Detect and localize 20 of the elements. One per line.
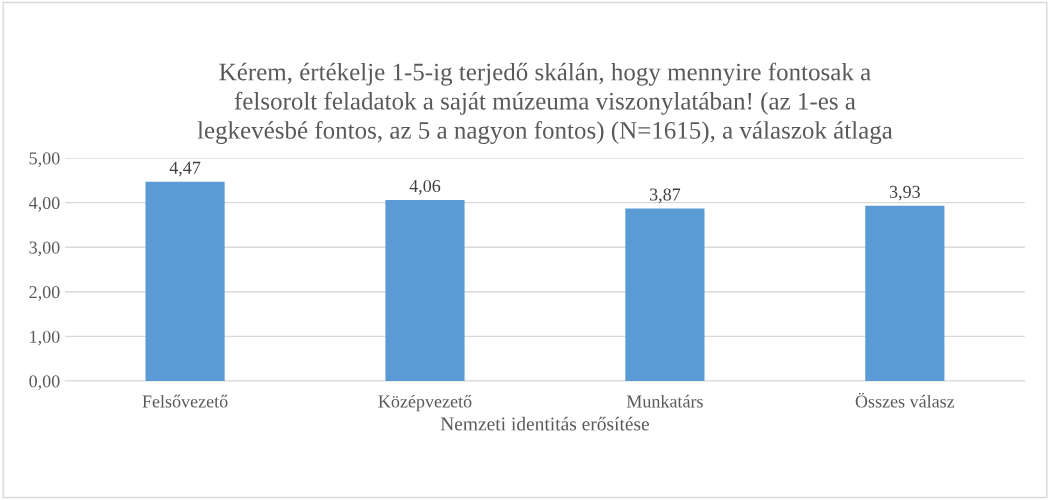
bar [625,208,705,381]
y-tick-label: 3,00 [29,241,60,257]
data-label: 4,06 [409,179,441,195]
bar [865,205,945,381]
data-label: 3,93 [889,185,920,201]
y-tick-label: 5,00 [29,152,60,168]
x-tick-label: Munkatárs [626,394,703,408]
x-tick-label: Felsővezető [142,394,228,408]
data-label: 4,47 [169,161,201,177]
y-tick-label: 0,00 [29,375,60,391]
bar [145,181,225,381]
data-label: 3,87 [649,188,681,204]
chart-title: Kérem, értékelje 1-5-ig terjedő skálán, hogy mennyire fontosak a felsorolt feladatok a saját múzeuma viszonylatában! (az 1-es a legkevésbé fontos, az 5 a nagyon fontos) (N=1615), a válaszok átlaga [197,62,893,144]
x-tick-label: Középvezető [378,394,472,412]
x-axis-title: Nemzeti identitás erősítése [440,416,650,431]
x-tick-label: Összes válasz [855,392,955,408]
y-tick-label: 2,00 [29,286,60,301]
y-tick-label: 1,00 [30,330,60,346]
bar [385,199,465,381]
y-tick-label: 4,00 [28,196,60,212]
